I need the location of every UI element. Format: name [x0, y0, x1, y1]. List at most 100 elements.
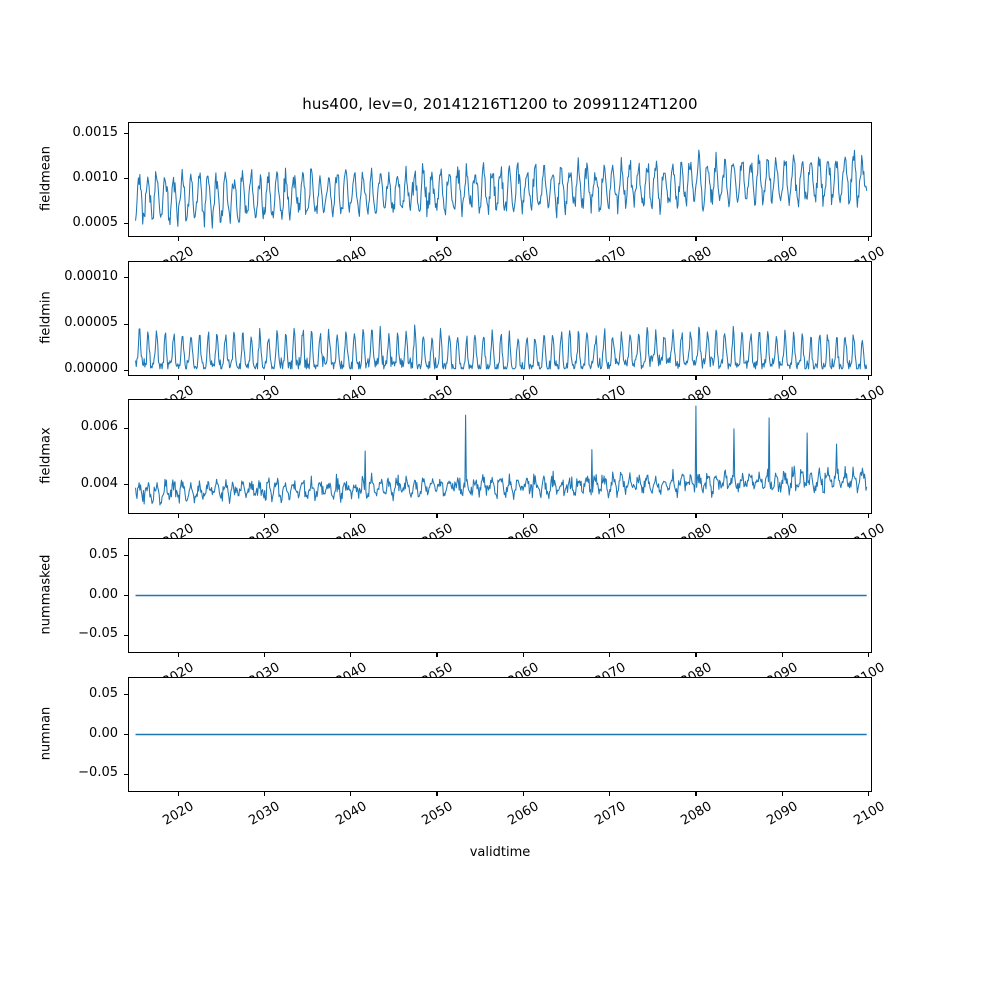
x-tick-label: 2090: [764, 799, 801, 829]
x-tick-mark: [609, 514, 611, 518]
plot-panel-fieldmin: [128, 261, 872, 376]
y-axis-label-fieldmin: fieldmin: [38, 290, 54, 344]
data-line-numnan: [129, 678, 871, 791]
x-tick-mark: [609, 653, 611, 657]
x-tick-mark: [350, 376, 352, 380]
data-line-fieldmax: [129, 400, 871, 513]
y-tick-label: 0.00000: [64, 361, 118, 377]
y-tick-label: 0.006: [80, 419, 118, 435]
x-tick-mark: [263, 376, 265, 380]
y-axis-label-fieldmax: fieldmax: [38, 426, 54, 484]
y-tick-mark: [124, 555, 128, 557]
x-tick-mark: [177, 237, 179, 241]
x-tick-mark: [350, 653, 352, 657]
x-tick-mark: [522, 376, 524, 380]
x-tick-mark: [177, 514, 179, 518]
y-tick-mark: [124, 133, 128, 135]
x-tick-label: 2050: [419, 799, 456, 829]
data-line-fieldmin: [129, 262, 871, 375]
y-tick-label: 0.00: [89, 586, 118, 602]
x-tick-mark: [263, 237, 265, 241]
y-tick-label: 0.0010: [72, 169, 119, 185]
x-tick-mark: [695, 237, 697, 241]
x-tick-mark: [868, 653, 870, 657]
figure-title: hus400, lev=0, 20141216T1200 to 20991124…: [302, 95, 698, 113]
plot-panel-nummasked: [128, 538, 872, 653]
x-tick-mark: [350, 792, 352, 796]
y-tick-mark: [124, 323, 128, 325]
y-tick-mark: [124, 223, 128, 225]
x-tick-mark: [868, 514, 870, 518]
x-tick-mark: [350, 237, 352, 241]
x-tick-mark: [436, 514, 438, 518]
x-tick-mark: [868, 237, 870, 241]
x-tick-mark: [436, 237, 438, 241]
x-tick-mark: [436, 376, 438, 380]
y-tick-mark: [124, 694, 128, 696]
y-tick-mark: [124, 427, 128, 430]
y-tick-mark: [124, 634, 128, 637]
y-tick-label: −0.05: [78, 765, 118, 781]
x-tick-mark: [436, 792, 438, 796]
x-tick-mark: [263, 653, 265, 657]
x-axis-label: validtime: [469, 845, 531, 860]
x-tick-mark: [522, 514, 524, 518]
x-tick-mark: [177, 792, 179, 796]
y-tick-mark: [124, 277, 128, 279]
y-axis-label-nummasked: nummasked: [38, 554, 54, 634]
plot-panel-fieldmax: [128, 399, 872, 514]
x-tick-label: 2080: [678, 799, 715, 829]
x-tick-mark: [695, 376, 697, 380]
plot-panel-fieldmean: [128, 122, 872, 237]
x-tick-mark: [781, 237, 783, 241]
x-tick-mark: [695, 792, 697, 796]
x-tick-label: 2030: [246, 799, 283, 829]
plot-panel-numnan: [128, 677, 872, 792]
x-tick-label: 2070: [591, 799, 629, 829]
x-tick-mark: [522, 792, 524, 796]
y-tick-label: −0.05: [78, 626, 118, 642]
x-tick-mark: [781, 376, 783, 380]
y-tick-mark: [124, 595, 128, 597]
x-tick-mark: [522, 653, 524, 657]
x-tick-mark: [695, 653, 697, 657]
x-tick-mark: [868, 792, 870, 796]
y-tick-mark: [124, 734, 128, 736]
y-tick-mark: [124, 773, 128, 776]
x-tick-label: 2100: [850, 799, 888, 829]
y-tick-label: 0.00010: [64, 268, 118, 284]
x-tick-mark: [781, 792, 783, 796]
x-tick-label: 2060: [505, 799, 542, 829]
y-tick-label: 0.05: [89, 685, 118, 701]
y-tick-mark: [124, 484, 128, 486]
x-tick-label: 2020: [160, 799, 197, 829]
x-tick-mark: [609, 792, 611, 796]
x-tick-mark: [263, 514, 265, 518]
y-tick-mark: [124, 369, 128, 372]
x-tick-mark: [868, 376, 870, 380]
y-tick-label: 0.0005: [72, 214, 119, 230]
x-tick-mark: [781, 514, 783, 518]
y-tick-label: 0.0015: [72, 124, 119, 140]
data-line-nummasked: [129, 539, 871, 652]
x-tick-mark: [609, 376, 611, 380]
x-tick-mark: [695, 514, 697, 518]
x-tick-mark: [350, 514, 352, 518]
data-line-fieldmean: [129, 123, 871, 236]
x-tick-mark: [609, 237, 611, 241]
y-tick-label: 0.05: [89, 546, 118, 562]
y-tick-mark: [124, 178, 128, 180]
y-axis-label-fieldmean: fieldmean: [38, 145, 54, 211]
y-tick-label: 0.00005: [64, 315, 118, 331]
x-tick-mark: [177, 653, 179, 657]
x-tick-mark: [781, 653, 783, 657]
y-tick-label: 0.004: [80, 475, 118, 491]
x-tick-mark: [177, 376, 179, 380]
x-tick-label: 2040: [333, 799, 370, 829]
x-tick-mark: [522, 237, 524, 241]
y-axis-label-numnan: numnan: [38, 706, 54, 760]
x-tick-mark: [263, 792, 265, 796]
y-tick-label: 0.00: [89, 725, 118, 741]
x-tick-mark: [436, 653, 438, 657]
